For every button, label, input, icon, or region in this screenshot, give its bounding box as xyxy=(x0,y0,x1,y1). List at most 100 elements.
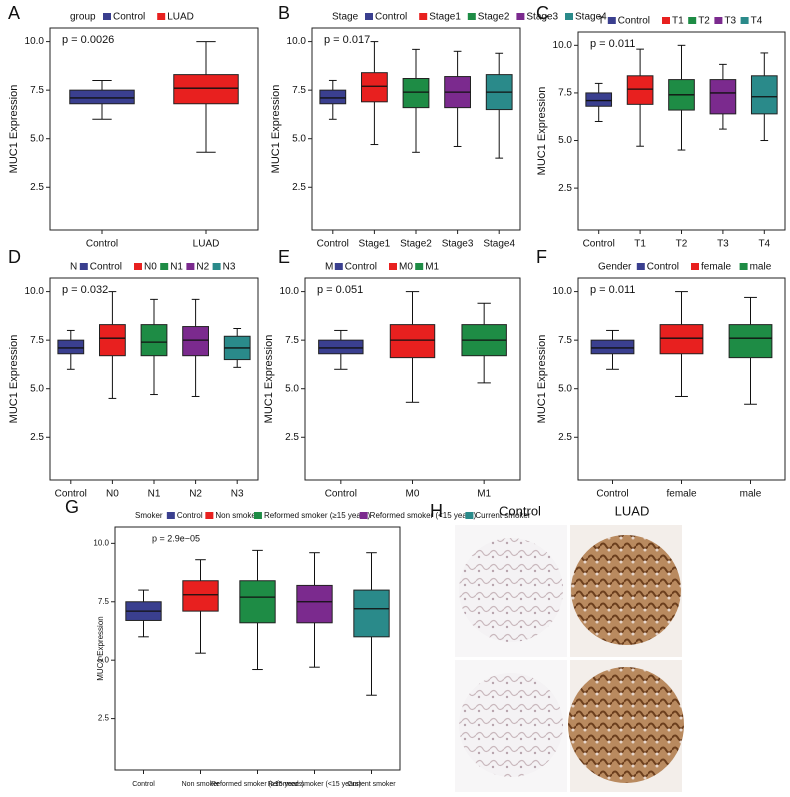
box xyxy=(182,326,209,357)
x-tick-label: Stage2 xyxy=(400,239,432,250)
legend-swatch xyxy=(134,263,142,270)
legend-label: M0 xyxy=(399,262,413,273)
box xyxy=(69,89,135,105)
legend-label: N2 xyxy=(196,262,209,273)
legend-label: T4 xyxy=(751,16,763,27)
y-axis-label: MUC1 Expression xyxy=(536,335,548,424)
p-value: p = 0.0026 xyxy=(62,34,114,46)
tissue-core xyxy=(459,673,563,777)
box xyxy=(140,324,168,357)
x-tick-label: Stage1 xyxy=(359,239,391,250)
legend-swatch xyxy=(365,13,373,20)
x-tick-label: Reformed smoker (<15 years) xyxy=(268,781,361,788)
y-tick-label: 5.0 xyxy=(98,655,110,664)
p-value: p = 0.011 xyxy=(590,284,635,296)
legend-swatch xyxy=(419,13,428,20)
box xyxy=(239,580,276,624)
box-chart: F Gender Control female male p = 0.011 MUC1 Ex… xyxy=(536,247,786,500)
legend-label: Stage2 xyxy=(478,12,510,23)
legend-label: N3 xyxy=(223,262,236,273)
box xyxy=(353,589,390,638)
legend-label: Control xyxy=(90,262,122,273)
legend-label: Non smoker xyxy=(215,511,258,520)
legend-title: M xyxy=(325,262,333,273)
y-tick-label: 2.5 xyxy=(558,432,572,443)
legend-swatch xyxy=(334,263,343,270)
legend-swatch xyxy=(103,13,111,20)
legend-swatch xyxy=(359,512,368,519)
legend-swatch xyxy=(253,512,262,519)
y-axis-label: MUC1 Expression xyxy=(536,87,548,176)
x-tick-label: T3 xyxy=(717,239,729,250)
box xyxy=(296,584,333,624)
panel-label: B xyxy=(278,3,290,23)
legend-swatch xyxy=(160,263,169,270)
legend-swatch xyxy=(186,263,195,270)
legend-label: Control xyxy=(113,12,145,23)
y-tick-label: 2.5 xyxy=(558,183,572,194)
x-tick-label: Current smoker xyxy=(347,781,396,788)
x-tick-label: Control xyxy=(596,489,628,500)
legend-swatch xyxy=(467,13,476,20)
y-tick-label: 5.0 xyxy=(30,133,44,144)
box-chart: E M Control M0 M1 p = 0.051 MUC1 Expression 2.5… xyxy=(263,247,521,500)
x-tick-label: Control xyxy=(317,239,349,250)
legend-swatch xyxy=(565,13,573,20)
box xyxy=(626,75,654,105)
legend-swatch xyxy=(714,17,723,24)
legend-label: Control xyxy=(177,511,203,520)
panel-label: D xyxy=(8,247,21,267)
box-chart: G Smoker Control Non smoker Reformed smoker … xyxy=(65,497,531,788)
x-tick-label: N3 xyxy=(231,489,244,500)
y-tick-label: 7.5 xyxy=(292,85,306,96)
box xyxy=(590,339,635,355)
x-tick-label: M1 xyxy=(477,489,491,500)
x-tick-label: Stage4 xyxy=(483,239,515,250)
legend-label: Control xyxy=(345,262,377,273)
legend-title: T xyxy=(598,16,604,27)
box xyxy=(318,339,364,355)
plot-frame xyxy=(49,27,259,231)
tissue-core xyxy=(568,667,684,783)
box xyxy=(361,72,388,103)
y-axis-label: MUC1 Expression xyxy=(8,335,20,424)
tissue-core xyxy=(459,538,563,642)
y-tick-label: 10.0 xyxy=(93,538,109,547)
box xyxy=(173,74,239,105)
x-tick-label: M0 xyxy=(406,489,420,500)
legend-swatch xyxy=(636,263,645,270)
box xyxy=(389,324,436,359)
legend-label: Control xyxy=(618,16,650,27)
panel-h: H Control LUAD xyxy=(430,501,684,792)
legend-title: group xyxy=(70,12,96,23)
y-tick-label: 2.5 xyxy=(292,182,306,193)
legend-title: N xyxy=(70,262,77,273)
panel-label: H xyxy=(430,501,443,521)
x-tick-label: T4 xyxy=(758,239,770,250)
x-tick-label: Reformed smoker (≥15 years) xyxy=(211,781,304,788)
legend-swatch xyxy=(607,17,616,24)
p-value: p = 0.032 xyxy=(62,284,108,296)
y-tick-label: 2.5 xyxy=(285,432,299,443)
x-tick-label: Stage3 xyxy=(442,239,474,250)
y-tick-label: 7.5 xyxy=(98,597,110,606)
y-axis-label: MUC1 Expression xyxy=(8,85,20,174)
y-axis-label: MUC1 Expression xyxy=(270,85,282,174)
p-value: p = 2.9e−05 xyxy=(152,533,200,543)
box-chart: D N Control N0 N1 N2 N3 p = 0.032 MUC1 Expressio… xyxy=(8,247,259,500)
p-value: p = 0.011 xyxy=(590,38,635,50)
y-tick-label: 7.5 xyxy=(30,335,44,346)
legend-title: Smoker xyxy=(135,511,163,520)
y-tick-label: 10.0 xyxy=(553,40,573,51)
legend-swatch xyxy=(157,13,166,20)
x-tick-label: Control xyxy=(325,489,357,500)
box xyxy=(659,324,704,355)
legend-label: T3 xyxy=(724,16,736,27)
legend-label: Current smoker xyxy=(475,511,530,520)
legend-swatch xyxy=(662,17,670,24)
column-label: Control xyxy=(499,503,541,518)
panel-label: C xyxy=(536,3,549,23)
panel-label: E xyxy=(278,247,290,267)
